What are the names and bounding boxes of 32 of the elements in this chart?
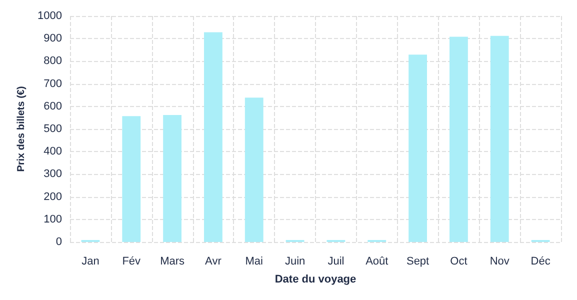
x-tick-label: Sept bbox=[406, 256, 430, 268]
y-tick-label: 900 bbox=[44, 32, 62, 45]
x-tick-label: Déc bbox=[530, 256, 551, 268]
y-tick-label: 500 bbox=[44, 123, 62, 135]
y-tick-label: 400 bbox=[44, 146, 62, 158]
bar bbox=[408, 54, 427, 242]
bar bbox=[163, 114, 182, 242]
bar bbox=[244, 98, 264, 242]
y-tick-label: 200 bbox=[44, 190, 62, 203]
x-tick-label: Oct bbox=[450, 256, 468, 268]
y-tick-label: 0 bbox=[56, 236, 62, 248]
x-tick-label: Mai bbox=[245, 256, 263, 268]
x-tick-label: Juil bbox=[328, 256, 344, 268]
y-tick-label: 700 bbox=[44, 78, 62, 90]
x-tick-label: Mars bbox=[160, 256, 186, 268]
x-tick-label: Juin bbox=[284, 256, 306, 268]
x-tick-label: Avr bbox=[205, 256, 222, 268]
y-tick-label: 100 bbox=[44, 213, 62, 226]
x-tick-label: Fév bbox=[122, 256, 142, 268]
x-axis-title: Date du voyage bbox=[274, 274, 356, 286]
bar bbox=[490, 36, 509, 242]
y-tick-label: 1000 bbox=[38, 10, 62, 22]
x-tick-label: Août bbox=[366, 256, 388, 268]
x-tick-label: Nov bbox=[490, 256, 510, 268]
y-axis-title: Prix des billets (€) bbox=[16, 86, 28, 172]
bar bbox=[204, 32, 222, 242]
y-tick-label: 600 bbox=[44, 100, 62, 112]
y-tick-label: 800 bbox=[44, 55, 62, 68]
y-tick-label: 300 bbox=[44, 168, 62, 180]
x-tick-label: Jan bbox=[82, 256, 100, 268]
bar bbox=[450, 36, 468, 242]
bar bbox=[122, 116, 141, 242]
